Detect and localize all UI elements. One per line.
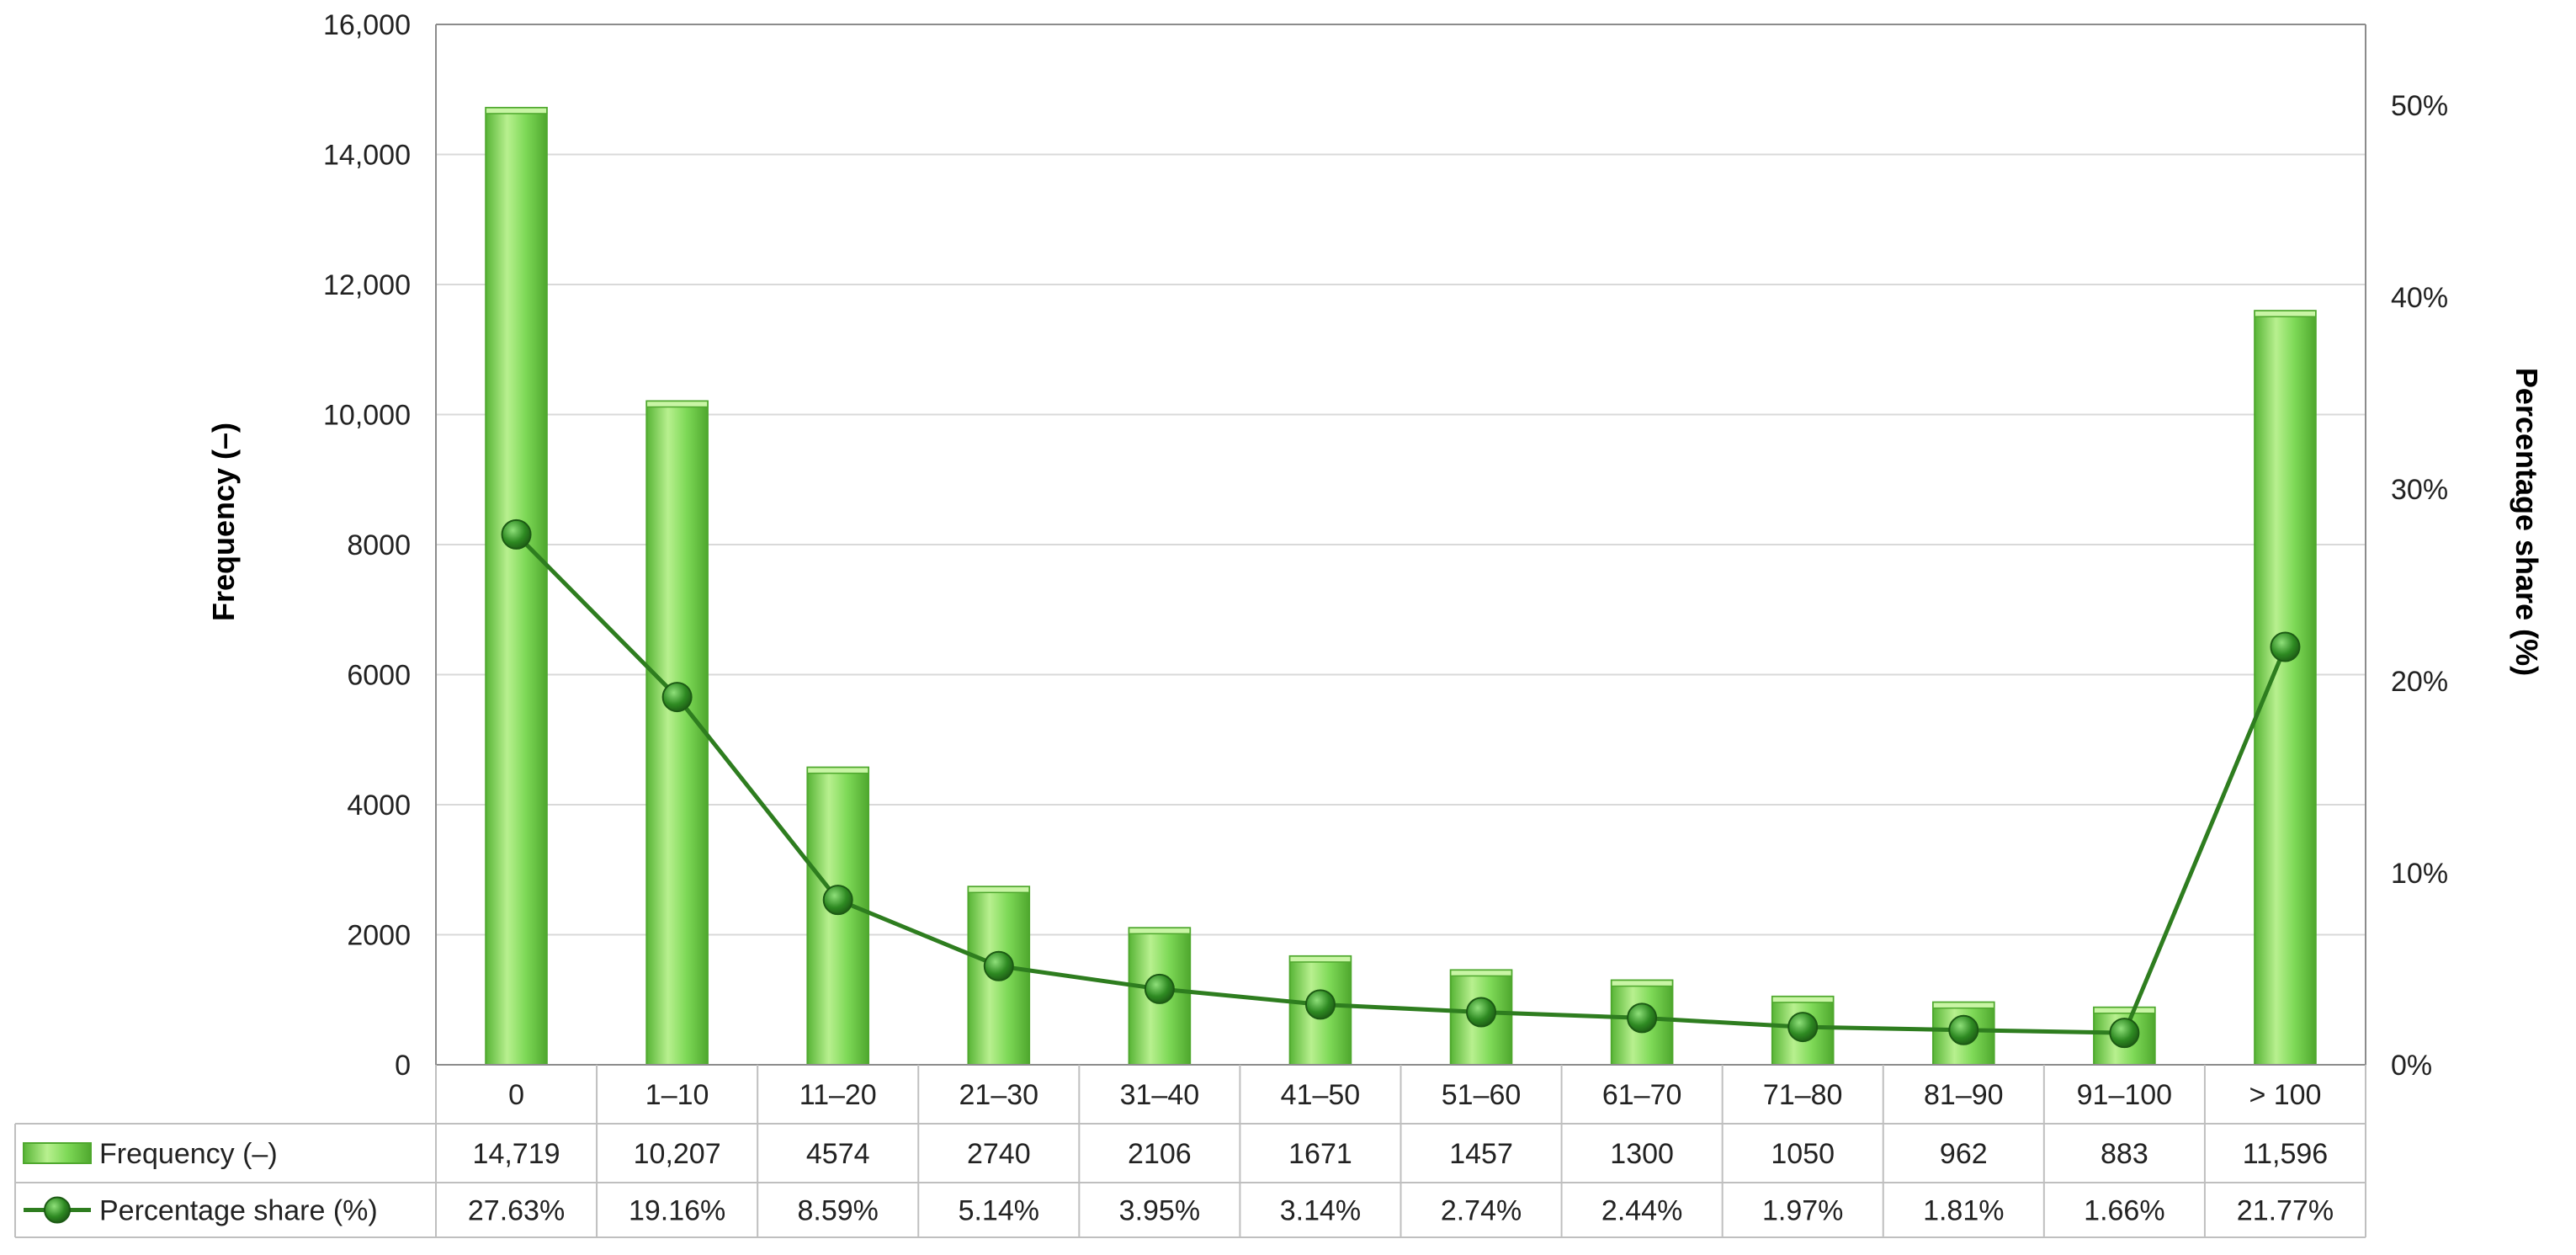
data-label: 1.97%: [1762, 1195, 1843, 1227]
left-tick-label: 12,000: [323, 269, 411, 301]
line-point: [822, 885, 853, 916]
data-label: 10,207: [634, 1138, 721, 1170]
data-label: 2106: [1128, 1138, 1192, 1170]
legend-label: Frequency (–): [99, 1138, 278, 1170]
category-label: 1–10: [645, 1079, 709, 1111]
left-tick-label: 10,000: [323, 400, 411, 432]
data-label: 11,596: [2243, 1138, 2328, 1170]
line-point: [1304, 989, 1336, 1020]
line-point: [2109, 1018, 2140, 1049]
data-label: 1671: [1288, 1138, 1352, 1170]
bar-cap: [1932, 1001, 1995, 1009]
bar: [2254, 310, 2317, 1066]
data-label: 1457: [1449, 1138, 1513, 1170]
data-label: 27.63%: [468, 1195, 565, 1227]
category-label: 31–40: [1120, 1079, 1200, 1111]
bar-cap: [1449, 969, 1513, 977]
bar: [485, 106, 548, 1066]
category-label: 41–50: [1281, 1079, 1361, 1111]
left-tick-label: 4000: [347, 790, 411, 822]
category-label: 81–90: [1924, 1079, 2004, 1111]
category-label: 11–20: [799, 1079, 877, 1111]
right-tick-label: 50%: [2391, 90, 2448, 122]
bar-cap: [1288, 955, 1352, 963]
bar-cap: [1128, 927, 1191, 935]
right-tick-label: 0%: [2391, 1050, 2432, 1082]
bar-cap: [967, 885, 1030, 894]
left-tick-label: 0: [395, 1050, 411, 1082]
right-tick-label: 30%: [2391, 474, 2448, 506]
plot-frame: [435, 24, 2366, 1065]
bar-cap: [485, 107, 548, 114]
right-axis-title: Percentage share (%): [2510, 368, 2544, 676]
data-label: 1050: [1771, 1138, 1835, 1170]
left-axis-ticks: 0 2000 4000 6000 8000 10,000 12,000 14,000 16,00…: [323, 9, 411, 1082]
line-point: [501, 518, 532, 550]
right-tick-label: 10%: [2391, 858, 2448, 890]
line-point: [1787, 1012, 1819, 1043]
left-tick-label: 14,000: [323, 140, 411, 172]
bar-cap: [645, 400, 709, 408]
data-label: 1.66%: [2084, 1195, 2164, 1227]
left-tick-label: 16,000: [323, 9, 411, 41]
data-label: 5.14%: [959, 1195, 1039, 1227]
bar-cap: [2093, 1007, 2156, 1014]
data-label: 2740: [967, 1138, 1031, 1170]
right-tick-label: 20%: [2391, 666, 2448, 698]
data-table: 0 1–10 11–20 21–30 31–40 41–50 51–60 61–70 71–80…: [14, 1064, 2366, 1238]
right-tick-label: 40%: [2391, 282, 2448, 314]
left-tick-label: 8000: [347, 529, 411, 561]
line-point: [2270, 631, 2301, 662]
data-label: 2.44%: [1601, 1195, 1682, 1227]
category-label: > 100: [2249, 1079, 2321, 1111]
data-label: 1.81%: [1923, 1195, 2004, 1227]
line-point: [983, 950, 1014, 981]
data-label: 4574: [806, 1138, 870, 1170]
left-tick-label: 2000: [347, 920, 411, 952]
category-label: 71–80: [1763, 1079, 1843, 1111]
bars: [485, 106, 2317, 1066]
bar-cap: [1611, 979, 1674, 987]
data-label: 883: [2101, 1138, 2148, 1170]
legend-key-bar: [23, 1142, 92, 1164]
bar-cap: [1771, 996, 1835, 1003]
gridlines: [436, 153, 2366, 936]
bar-cap: [806, 766, 869, 774]
legend-key-marker: [44, 1196, 71, 1224]
category-label: 61–70: [1602, 1079, 1682, 1111]
left-axis-title: Frequency (–): [206, 423, 241, 621]
data-label: 21.77%: [2237, 1195, 2334, 1227]
line-point: [1466, 997, 1497, 1028]
line-point: [1627, 1002, 1658, 1034]
line-point: [1948, 1014, 1979, 1045]
bar-cap: [2254, 310, 2317, 317]
category-label: 51–60: [1442, 1079, 1522, 1111]
data-label: 8.59%: [798, 1195, 879, 1227]
data-label: 962: [1940, 1138, 1988, 1170]
bar: [806, 766, 870, 1066]
right-axis-ticks: 0% 10% 20% 30% 40% 50%: [2391, 90, 2448, 1082]
line-point: [1144, 973, 1175, 1004]
legend-label: Percentage share (%): [99, 1195, 378, 1227]
percentage-line: [501, 518, 2301, 1049]
data-label: 14,719: [473, 1138, 560, 1170]
data-label: 3.14%: [1280, 1195, 1361, 1227]
percentage-line-path: [514, 533, 2287, 1035]
line-point: [661, 682, 693, 713]
category-label: 21–30: [959, 1079, 1039, 1111]
left-tick-label: 6000: [347, 660, 411, 692]
data-label: 19.16%: [629, 1195, 725, 1227]
bar: [645, 400, 709, 1066]
data-label: 2.74%: [1441, 1195, 1522, 1227]
data-label: 3.95%: [1119, 1195, 1200, 1227]
data-label: 1300: [1610, 1138, 1674, 1170]
category-label: 91–100: [2077, 1079, 2172, 1111]
category-label: 0: [508, 1079, 524, 1111]
